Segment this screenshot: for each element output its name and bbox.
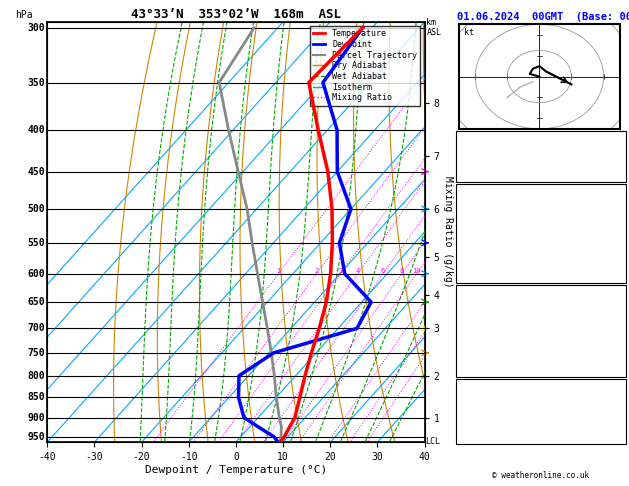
Text: 302: 302 — [608, 230, 624, 239]
Text: 13: 13 — [613, 434, 624, 443]
Text: 2: 2 — [314, 268, 319, 274]
Text: 700: 700 — [608, 305, 624, 313]
Text: θᴇ (K): θᴇ (K) — [459, 319, 491, 328]
Text: 6: 6 — [381, 268, 385, 274]
Text: 700: 700 — [27, 323, 45, 333]
Text: 0: 0 — [618, 348, 624, 357]
Text: -105: -105 — [603, 397, 624, 405]
Text: 311: 311 — [608, 319, 624, 328]
Text: 8: 8 — [399, 268, 404, 274]
Text: 10: 10 — [613, 333, 624, 343]
Text: Totals Totals: Totals Totals — [459, 153, 529, 162]
Text: 0: 0 — [618, 139, 624, 148]
Text: K: K — [459, 139, 465, 148]
Text: SREH: SREH — [459, 409, 481, 418]
Text: 16: 16 — [613, 243, 624, 253]
Text: 350: 350 — [27, 77, 45, 87]
Text: θᴇ(K): θᴇ(K) — [459, 230, 486, 239]
Text: StmSpd (kt): StmSpd (kt) — [459, 434, 518, 443]
Text: Lifted Index: Lifted Index — [459, 243, 524, 253]
Text: CAPE (J): CAPE (J) — [459, 348, 502, 357]
Text: 3: 3 — [338, 268, 342, 274]
Text: 0: 0 — [618, 363, 624, 372]
Text: LCL: LCL — [425, 437, 440, 446]
Legend: Temperature, Dewpoint, Parcel Trajectory, Dry Adiabat, Wet Adiabat, Isotherm, Mi: Temperature, Dewpoint, Parcel Trajectory… — [309, 26, 420, 105]
Text: 30: 30 — [613, 153, 624, 162]
Text: Pressure (mb): Pressure (mb) — [459, 305, 529, 313]
Text: Temp (°C): Temp (°C) — [459, 202, 508, 211]
Text: 850: 850 — [27, 392, 45, 402]
Text: 750: 750 — [27, 348, 45, 358]
Text: 550: 550 — [27, 238, 45, 248]
X-axis label: Dewpoint / Temperature (°C): Dewpoint / Temperature (°C) — [145, 465, 327, 475]
Text: Most Unstable: Most Unstable — [506, 293, 576, 302]
Text: -89: -89 — [608, 409, 624, 418]
Text: 0: 0 — [618, 271, 624, 280]
Text: Dewp (°C): Dewp (°C) — [459, 216, 508, 225]
Text: StmDir: StmDir — [459, 421, 491, 431]
Text: 0: 0 — [618, 257, 624, 266]
Text: CAPE (J): CAPE (J) — [459, 257, 502, 266]
Text: CIN (J): CIN (J) — [459, 271, 497, 280]
Y-axis label: Mixing Ratio (g/kg): Mixing Ratio (g/kg) — [443, 176, 454, 288]
Text: Hodograph: Hodograph — [517, 386, 565, 395]
Text: 500: 500 — [27, 204, 45, 214]
Text: 600: 600 — [27, 269, 45, 278]
Text: EH: EH — [459, 397, 470, 405]
Text: km
ASL: km ASL — [426, 17, 442, 37]
Text: 950: 950 — [27, 432, 45, 442]
Text: 450: 450 — [27, 167, 45, 176]
Text: 800: 800 — [27, 371, 45, 381]
Text: Lifted Index: Lifted Index — [459, 333, 524, 343]
Text: 22°: 22° — [608, 421, 624, 431]
Text: © weatheronline.co.uk: © weatheronline.co.uk — [493, 471, 589, 480]
Text: kt: kt — [464, 29, 474, 37]
Text: 9: 9 — [618, 216, 624, 225]
Title: 43°33’N  353°02’W  168m  ASL: 43°33’N 353°02’W 168m ASL — [131, 8, 341, 21]
Text: 1: 1 — [276, 268, 281, 274]
Text: 400: 400 — [27, 125, 45, 135]
Text: 01.06.2024  00GMT  (Base: 00): 01.06.2024 00GMT (Base: 00) — [457, 12, 629, 22]
Text: PW (cm): PW (cm) — [459, 168, 497, 177]
Text: hPa: hPa — [15, 10, 33, 20]
Text: 10: 10 — [412, 268, 421, 274]
Text: 300: 300 — [27, 23, 45, 33]
Text: 9.4: 9.4 — [608, 202, 624, 211]
Text: 900: 900 — [27, 413, 45, 422]
Text: 4: 4 — [355, 268, 360, 274]
Text: CIN (J): CIN (J) — [459, 363, 497, 372]
Text: Surface: Surface — [522, 191, 560, 200]
Text: 1.46: 1.46 — [603, 168, 624, 177]
Text: 650: 650 — [27, 297, 45, 307]
